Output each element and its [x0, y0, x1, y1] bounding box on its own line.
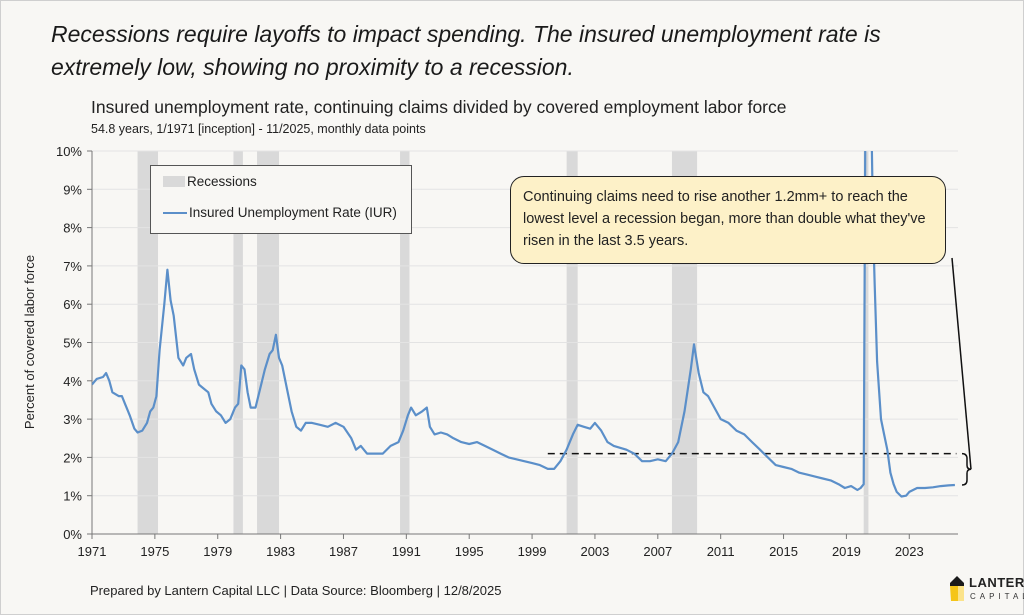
lantern-icon [950, 576, 964, 601]
recession-swatch-icon [163, 176, 185, 187]
x-tick-label: 1979 [203, 544, 232, 559]
x-tick-label: 1995 [455, 544, 484, 559]
y-tick-label: 9% [63, 182, 82, 197]
x-tick-label: 1983 [266, 544, 295, 559]
x-tick-label: 2019 [832, 544, 861, 559]
y-tick-label: 0% [63, 527, 82, 542]
y-tick-label: 8% [63, 221, 82, 236]
y-tick-label: 6% [63, 297, 82, 312]
axes: 0% 1% 2% 3% 4% 5% 6% 7% 8% 9% 10% 1971 1975 1979 1983 1… [56, 144, 958, 559]
y-tick-label: 2% [63, 450, 82, 465]
x-tick-label: 2011 [707, 544, 735, 559]
lantern-capital-logo: LANTERN CAPITAL [947, 573, 1024, 607]
chart-subtitle: 54.8 years, 1/1971 [inception] - 11/2025… [91, 122, 426, 136]
callout-annotation: Continuing claims need to rise another 1… [510, 176, 946, 264]
y-tick-label: 1% [63, 489, 82, 504]
legend-label-iur: Insured Unemployment Rate (IUR) [189, 205, 397, 220]
y-tick-label: 4% [63, 374, 82, 389]
x-tick-label: 1991 [392, 544, 421, 559]
y-tick-label: 7% [63, 259, 82, 274]
x-tick-label: 2023 [895, 544, 924, 559]
chart-title: Insured unemployment rate, continuing cl… [91, 97, 787, 117]
x-tick-label: 2015 [769, 544, 798, 559]
legend-item-iur: Insured Unemployment Rate (IUR) [163, 205, 397, 220]
series-line-iur [92, 151, 955, 498]
logo-text-lantern: LANTERN [969, 575, 1024, 590]
legend-label-recessions: Recessions [187, 174, 257, 189]
legend: Recessions Insured Unemployment Rate (IU… [150, 165, 412, 234]
y-tick-label: 10% [56, 144, 82, 159]
x-tick-label: 2003 [580, 544, 609, 559]
callout-pointer [951, 257, 972, 470]
series-layer [92, 151, 955, 498]
reference-line-group [547, 257, 972, 486]
x-tick-label: 1987 [329, 544, 358, 559]
logo-text-capital: CAPITAL [970, 592, 1024, 601]
x-tick-label: 2007 [643, 544, 672, 559]
y-tick-label: 5% [63, 336, 82, 351]
x-tick-label: 1975 [140, 544, 169, 559]
footer-source: Prepared by Lantern Capital LLC | Data S… [90, 583, 502, 598]
legend-item-recessions: Recessions [163, 174, 257, 189]
y-tick-label: 3% [63, 412, 82, 427]
x-tick-label: 1971 [78, 544, 107, 559]
y-axis-title: Percent of covered labor force [22, 255, 37, 429]
line-swatch-icon [163, 211, 187, 214]
headline: Recessions require layoffs to impact spe… [51, 21, 881, 80]
x-tick-label: 1999 [518, 544, 547, 559]
